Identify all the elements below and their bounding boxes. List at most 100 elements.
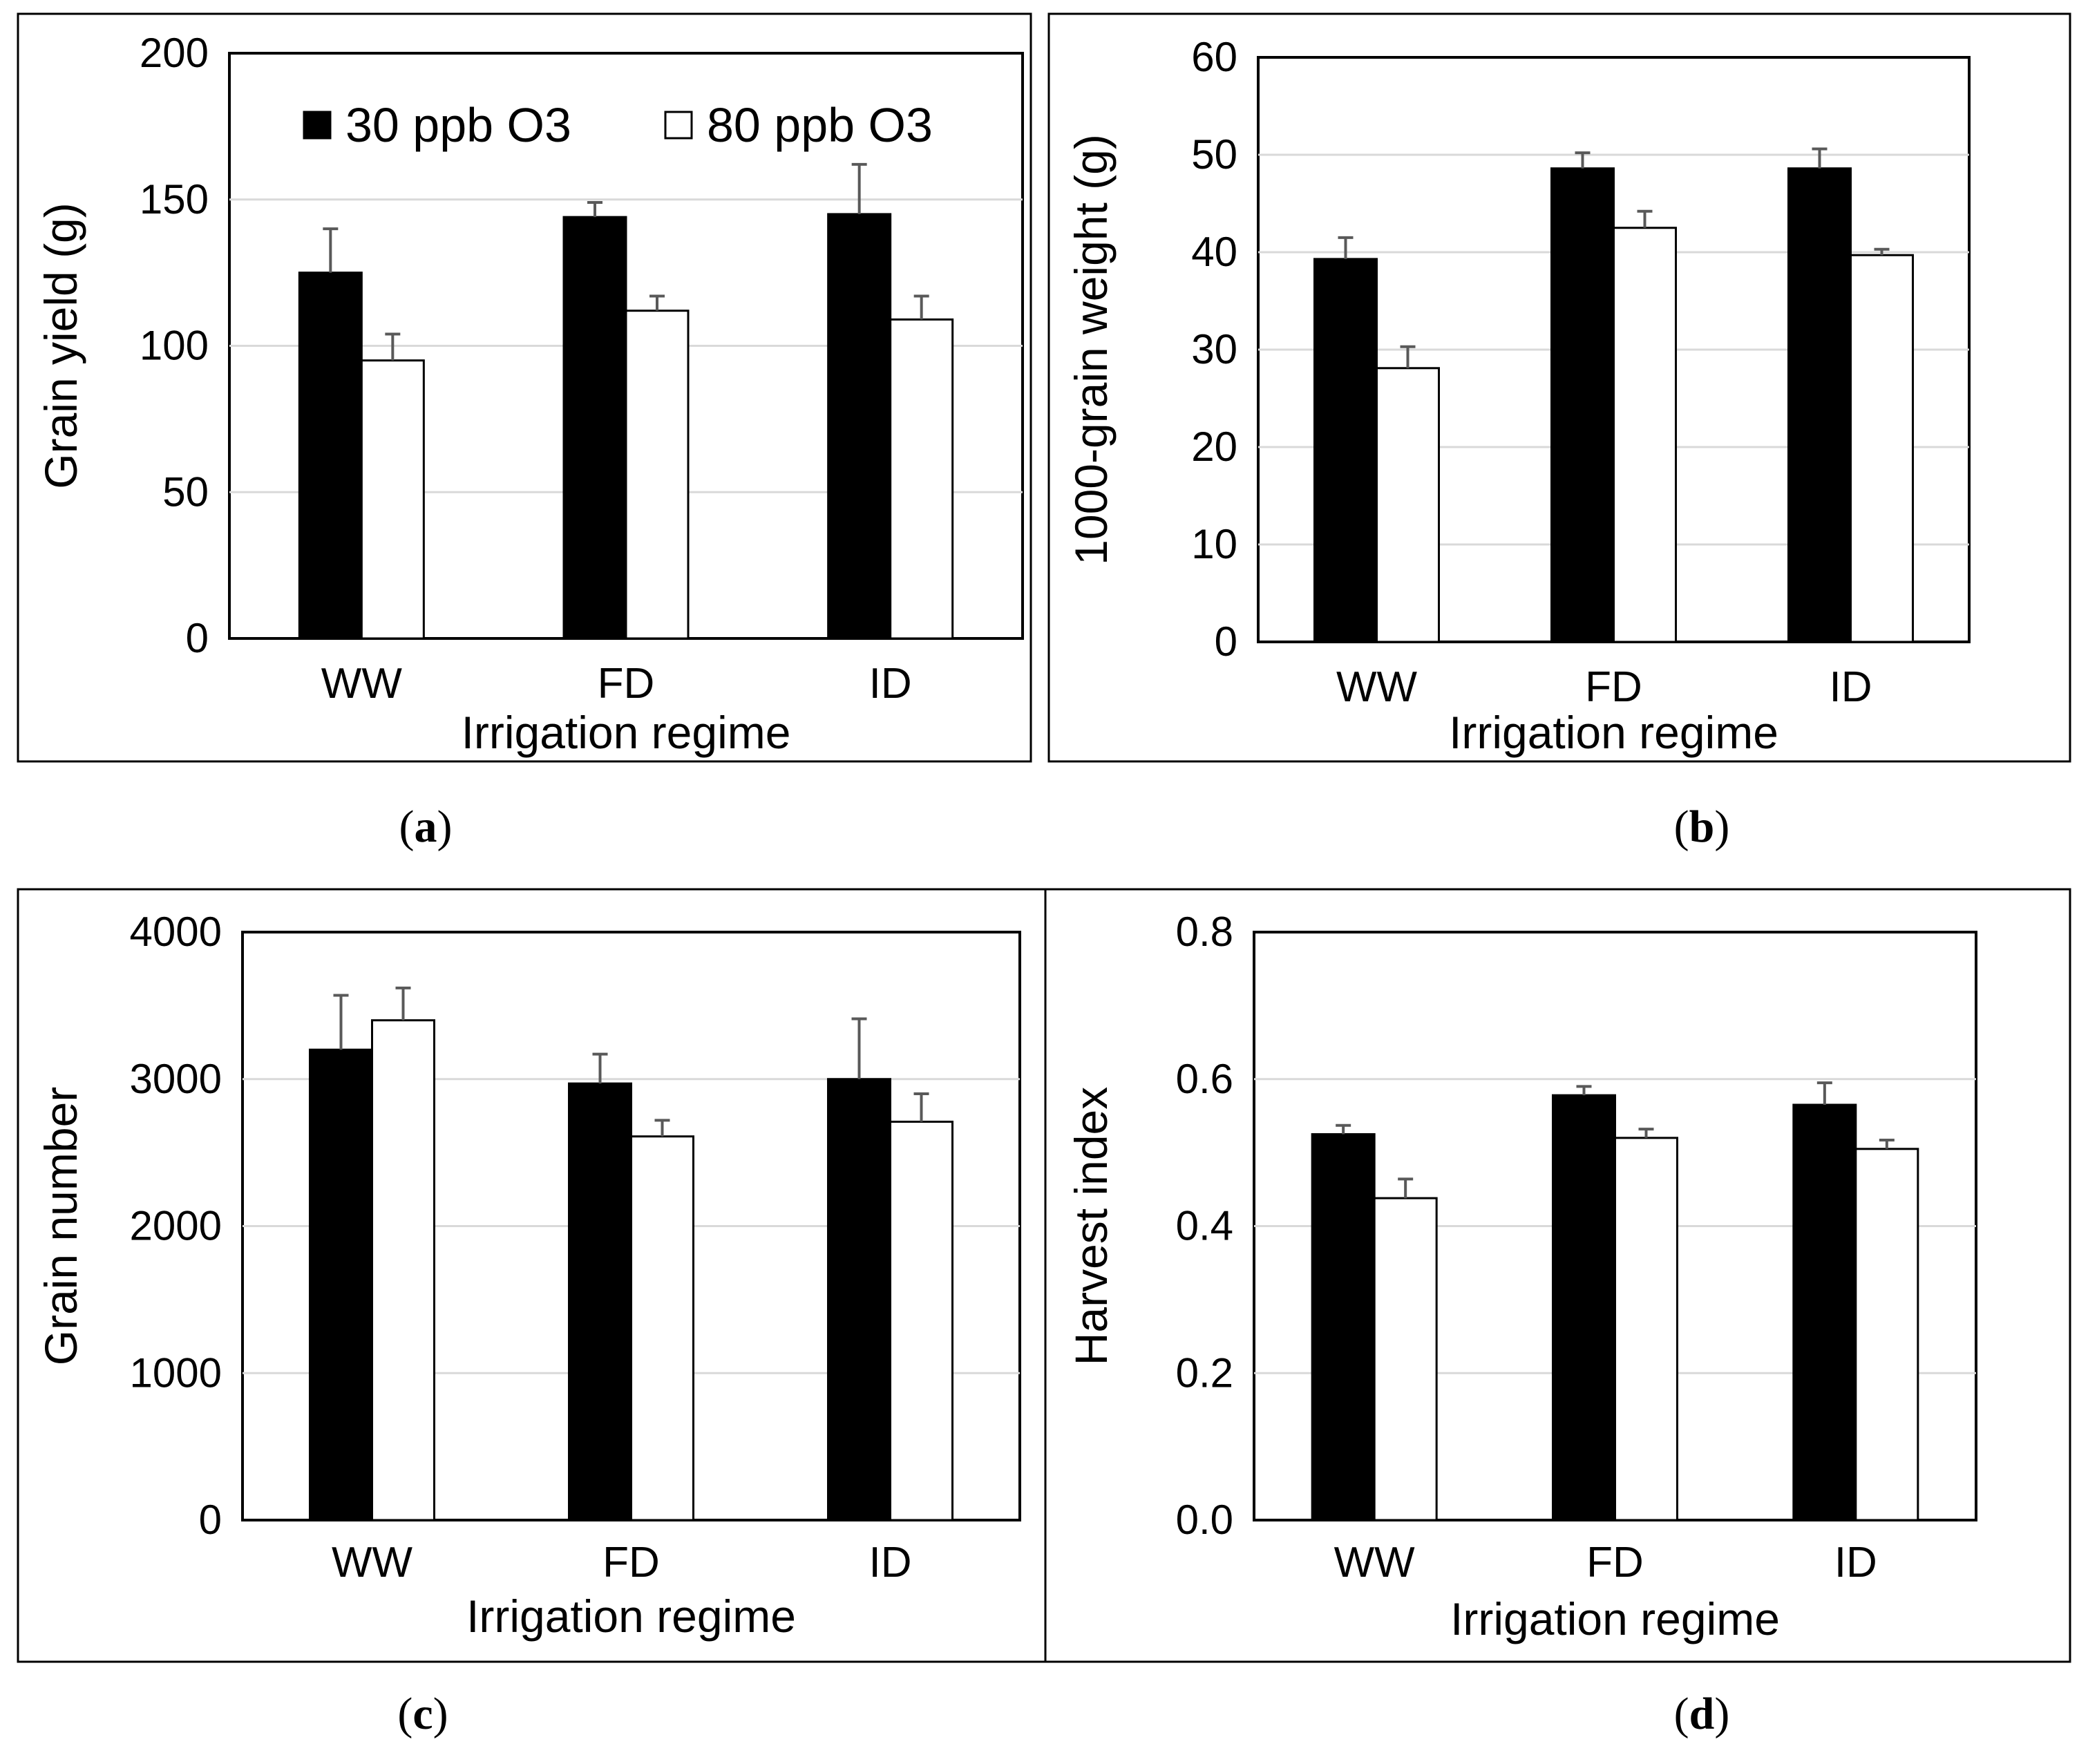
bar-id-80ppb (889, 318, 954, 640)
bar-ww-80ppb (1376, 367, 1440, 643)
bar-ww-30ppb (1313, 258, 1378, 643)
error-bar (1576, 1085, 1592, 1096)
bar-ww-80ppb (360, 359, 425, 640)
caption-letter: c (412, 1689, 433, 1739)
error-bar (395, 986, 411, 1021)
x-category-label: WW (332, 1539, 413, 1586)
y-axis-title: Harvest index (1065, 1087, 1117, 1366)
panel-caption: (d) (1674, 1689, 1730, 1739)
chart-panel-a: 0 50 100 150 200 WW FD ID Irrigation regime Grain… (17, 12, 1032, 852)
y-tick-label: 30 (1191, 326, 1237, 372)
caption-close: ) (1714, 802, 1729, 852)
y-tick-label: 40 (1191, 229, 1237, 275)
panel-caption: (b) (1674, 802, 1730, 852)
legend-swatch-80ppb (664, 111, 693, 140)
y-tick-label: 20 (1191, 424, 1237, 470)
bar-id-80ppb (1854, 1148, 1919, 1521)
bar-id-30ppb (827, 213, 892, 640)
y-tick-label: 50 (162, 468, 209, 515)
error-bar (1575, 151, 1591, 169)
y-tick-label: 200 (140, 30, 209, 76)
x-category-label: ID (869, 660, 912, 708)
x-axis-title: Irrigation regime (466, 1591, 796, 1642)
caption-letter: b (1689, 802, 1715, 852)
bar-fd-80ppb (630, 1135, 694, 1521)
y-tick-label: 150 (140, 176, 209, 222)
y-axis-title: Grain number (35, 1087, 86, 1366)
bar-fd-80ppb (1614, 1137, 1678, 1521)
error-bar (1400, 345, 1416, 368)
error-bar (385, 332, 401, 361)
y-tick-label: 0 (199, 1497, 222, 1543)
bar-ww-80ppb (1373, 1197, 1438, 1521)
panel-caption: (a) (399, 802, 453, 852)
bar-ww-30ppb (298, 272, 363, 640)
legend-label: 30 ppb O3 (345, 98, 571, 152)
x-category-label: FD (602, 1539, 660, 1586)
error-bar (1874, 247, 1890, 256)
x-category-label: ID (1834, 1539, 1877, 1586)
error-bar (654, 1119, 670, 1137)
error-bar (1338, 236, 1354, 259)
caption-letter: a (415, 802, 437, 852)
caption-open: ( (399, 802, 415, 852)
error-bar (1812, 147, 1828, 169)
error-bar (323, 227, 339, 273)
x-category-label: ID (1830, 663, 1872, 711)
x-category-label: ID (869, 1539, 912, 1586)
error-bar (1336, 1123, 1351, 1135)
x-category-label: WW (1336, 663, 1418, 711)
x-category-label: FD (598, 660, 655, 708)
y-tick-label: 0 (1215, 618, 1237, 665)
error-bar (1638, 1128, 1654, 1138)
bar-id-30ppb (1787, 167, 1852, 643)
bar-id-30ppb (1792, 1103, 1857, 1521)
x-category-label: WW (321, 660, 403, 708)
y-axis-title: Grain yield (g) (35, 202, 86, 489)
x-axis-title: Irrigation regime (1449, 707, 1778, 758)
error-bar (649, 294, 665, 311)
error-bar (587, 200, 602, 218)
bar-ww-30ppb (309, 1048, 373, 1521)
error-bar (1879, 1139, 1895, 1149)
y-tick-label: 0.4 (1176, 1203, 1233, 1249)
error-bar (851, 162, 867, 214)
chart-panel-d: 0.0 0.2 0.4 0.6 0.8 WW FD ID Irrigation regime Ha… (1044, 888, 2071, 1739)
error-bar (1637, 209, 1653, 228)
error-bar (592, 1052, 608, 1084)
y-tick-label: 60 (1191, 34, 1237, 80)
y-axis-title: 1000-grain weight (g) (1065, 134, 1117, 565)
caption-close: ) (1714, 1689, 1729, 1739)
y-tick-label: 1000 (130, 1349, 222, 1396)
y-tick-label: 0.6 (1176, 1056, 1233, 1102)
bar-ww-30ppb (1311, 1133, 1376, 1521)
caption-open: ( (1674, 802, 1689, 852)
chart-panel-b: 0 10 20 30 40 50 60 WW FD ID Irrigation regime 1000… (1047, 12, 2071, 852)
x-axis-title: Irrigation regime (462, 707, 791, 758)
y-tick-label: 0.0 (1176, 1497, 1233, 1543)
legend: 30 ppb O3 80 ppb O3 (303, 98, 933, 152)
bar-fd-80ppb (1613, 227, 1677, 643)
y-tick-label: 0.8 (1176, 909, 1233, 955)
x-category-label: FD (1586, 1539, 1644, 1586)
panel-caption: (c) (397, 1689, 448, 1739)
error-bar (333, 994, 349, 1050)
caption-close: ) (433, 1689, 448, 1739)
legend-label: 80 ppb O3 (707, 98, 933, 152)
y-tick-label: 0.2 (1176, 1349, 1233, 1396)
legend-swatch-30ppb (303, 111, 332, 140)
bar-fd-30ppb (1550, 167, 1615, 643)
y-tick-label: 3000 (130, 1056, 222, 1102)
error-bar (1816, 1081, 1832, 1105)
caption-open: ( (397, 1689, 412, 1739)
bar-fd-30ppb (1552, 1094, 1616, 1521)
bar-fd-30ppb (568, 1082, 632, 1521)
bar-id-80ppb (889, 1120, 953, 1521)
y-tick-label: 0 (186, 615, 209, 661)
bar-ww-80ppb (371, 1019, 435, 1521)
caption-close: ) (437, 802, 453, 852)
caption-open: ( (1674, 1689, 1689, 1739)
y-tick-label: 2000 (130, 1203, 222, 1249)
